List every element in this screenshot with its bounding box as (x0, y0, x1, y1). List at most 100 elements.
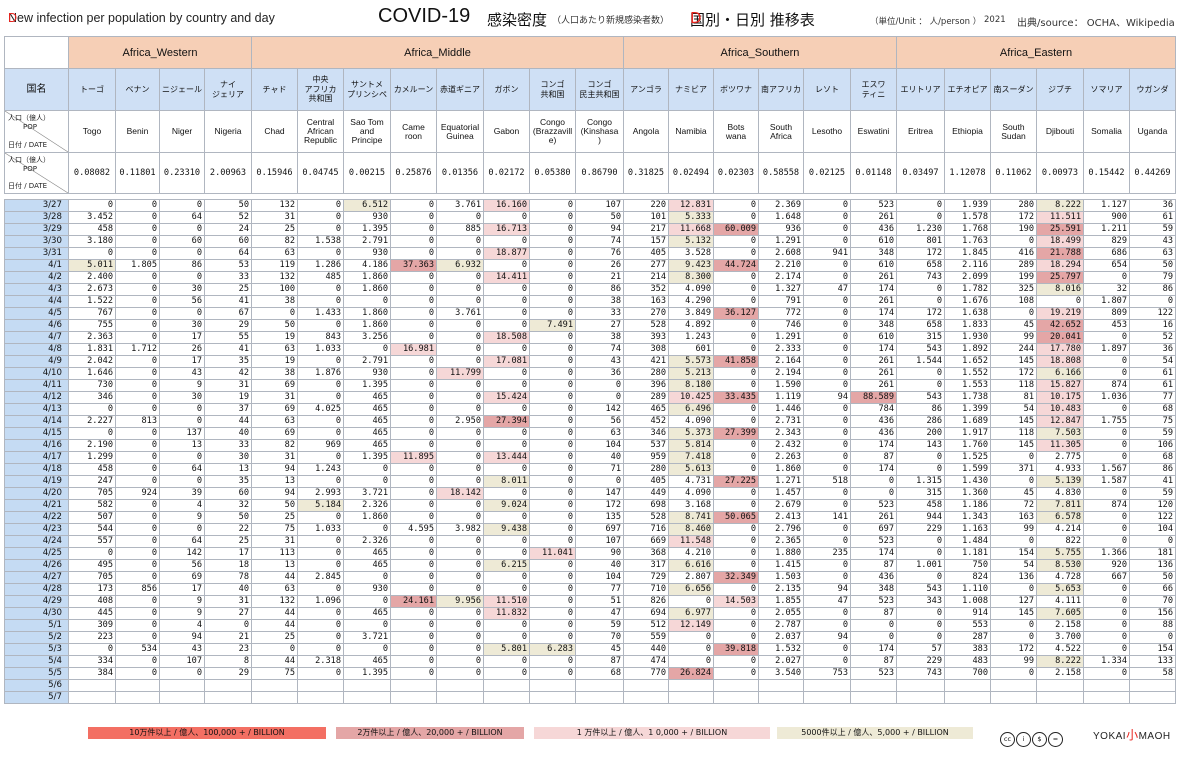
value-cell (204, 679, 252, 692)
value-cell: 1.119 (758, 391, 804, 404)
value-cell: 94 (803, 631, 851, 644)
value-cell: 143 (896, 439, 945, 452)
value-cell: 315 (896, 331, 945, 344)
value-cell: 920 (1083, 559, 1130, 572)
value-cell: 0 (529, 655, 576, 668)
value-cell: 32.349 (713, 571, 759, 584)
value-cell: 0 (297, 319, 344, 332)
value-cell: 0 (436, 391, 484, 404)
value-cell: 4.892 (668, 319, 714, 332)
value-cell: 0 (115, 655, 160, 668)
value-cell: 9 (159, 595, 205, 608)
value-cell: 18.808 (1036, 355, 1084, 368)
value-cell: 0 (1083, 511, 1130, 524)
value-cell: 120 (1129, 499, 1176, 512)
value-cell: 45 (990, 319, 1037, 332)
value-cell: 2.791 (343, 235, 391, 248)
value-cell (343, 691, 391, 704)
value-cell: 39.818 (713, 643, 759, 656)
value-cell: 2.363 (68, 331, 116, 344)
value-cell: 50 (575, 211, 624, 224)
value-cell: 63 (251, 415, 298, 428)
value-cell: 0 (115, 271, 160, 284)
value-cell: 0 (713, 331, 759, 344)
value-cell: 30 (159, 283, 205, 296)
value-cell: 75 (251, 523, 298, 536)
value-cell: 174 (850, 343, 897, 356)
data-table-wrapper: Africa_Western Africa_Middle Africa_Southe… (4, 36, 1176, 704)
value-cell: 1.457 (758, 487, 804, 500)
value-cell: 3.540 (758, 667, 804, 680)
value-cell: 465 (343, 655, 391, 668)
value-cell: 0 (850, 475, 897, 488)
value-cell: 0 (436, 235, 484, 248)
value-cell: 33 (204, 271, 252, 284)
value-cell: 0 (436, 343, 484, 356)
value-cell: 0 (990, 619, 1037, 632)
value-cell: 35 (204, 475, 252, 488)
value-cell: 0 (713, 439, 759, 452)
value-cell: 1.211 (1083, 223, 1130, 236)
value-cell: 94 (803, 583, 851, 596)
value-cell: 2.158 (1036, 619, 1084, 632)
value-cell: 2.950 (436, 415, 484, 428)
country-name-en: Came roon (390, 110, 437, 153)
value-cell: 0 (436, 631, 484, 644)
value-cell: 0 (483, 619, 530, 632)
value-cell: 173 (68, 583, 116, 596)
country-name-en: Eswatini (850, 110, 897, 153)
value-cell: 56 (575, 415, 624, 428)
value-cell: 4.090 (668, 487, 714, 500)
value-cell: 54 (990, 559, 1037, 572)
value-cell: 1.243 (668, 331, 714, 344)
value-cell: 485 (297, 271, 344, 284)
value-cell: 1.033 (297, 343, 344, 356)
value-cell: 2.042 (68, 355, 116, 368)
value-cell: 289 (623, 391, 669, 404)
value-cell: 1.930 (944, 331, 991, 344)
value-cell: 13 (251, 475, 298, 488)
region-header: Africa_Western (68, 36, 252, 69)
value-cell: 63 (1129, 247, 1176, 260)
region-header-row: Africa_Western Africa_Middle Africa_Southe… (4, 36, 1176, 69)
value-cell: 0 (436, 319, 484, 332)
value-cell (668, 691, 714, 704)
value-cell: 289 (990, 259, 1037, 272)
value-cell: 0 (529, 499, 576, 512)
value-cell: 396 (623, 379, 669, 392)
value-cell: 0 (115, 235, 160, 248)
value-cell: 64 (159, 211, 205, 224)
value-cell: 0 (297, 547, 344, 560)
value-cell: 452 (623, 415, 669, 428)
population-value: 0.44269 (1129, 152, 1176, 194)
country-name-jp: ニジェール (159, 68, 205, 111)
value-cell: 0 (343, 475, 391, 488)
value-cell: 465 (623, 403, 669, 416)
value-cell: 50 (1129, 571, 1176, 584)
country-name-en: Benin (115, 110, 160, 153)
value-cell (1083, 691, 1130, 704)
population-value: 0.00215 (343, 152, 391, 194)
value-cell: 0 (529, 559, 576, 572)
table-row: 4/6 755 0 30 29 50 0 1.860 0 0 0 7.491 27 528 4.892 0 74… (4, 319, 1176, 332)
table-row: 3/27 0 0 0 50 132 0 6.512 0 3.761 16.160 0 107 220 12.… (4, 199, 1176, 212)
value-cell: 0 (713, 607, 759, 620)
title-covid: COVID-19 (378, 5, 471, 27)
value-cell: 47 (575, 607, 624, 620)
value-cell: 0 (803, 319, 851, 332)
value-cell: 2.190 (68, 439, 116, 452)
country-name-en: Somalia (1083, 110, 1130, 153)
value-cell: 94 (251, 463, 298, 476)
country-name-en: Equatorial Guinea (436, 110, 484, 153)
value-cell: 0 (390, 415, 437, 428)
value-cell: 6.578 (1036, 511, 1084, 524)
value-cell (896, 691, 945, 704)
value-cell: 346 (623, 427, 669, 440)
value-cell: 38 (575, 331, 624, 344)
value-cell: 86 (575, 283, 624, 296)
date-cell: 4/9 (4, 355, 69, 368)
value-cell: 56 (159, 295, 205, 308)
value-cell: 0 (390, 631, 437, 644)
value-cell: 930 (343, 583, 391, 596)
value-cell: 1.567 (1083, 463, 1130, 476)
